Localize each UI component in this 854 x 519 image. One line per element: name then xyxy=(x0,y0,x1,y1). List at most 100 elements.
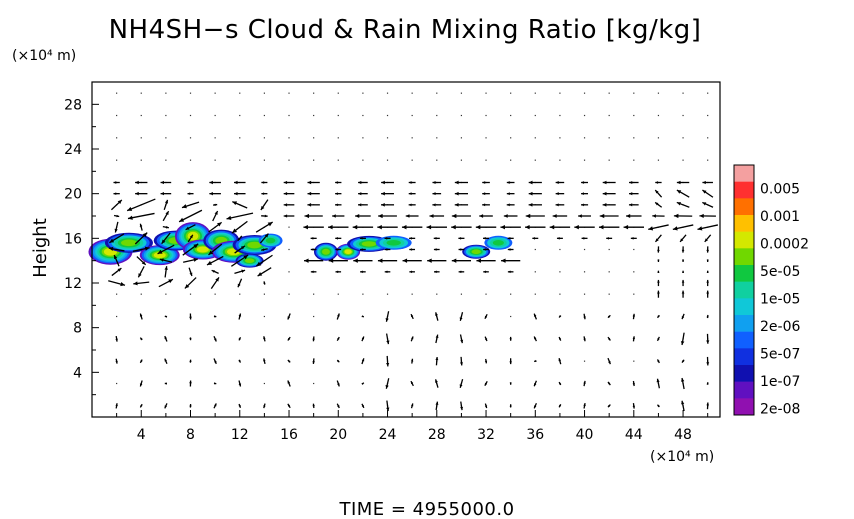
wind-arrowhead xyxy=(706,259,709,262)
wind-arrowhead xyxy=(657,279,660,283)
colorbar-label: 5e-05 xyxy=(760,264,800,280)
wind-arrowhead xyxy=(214,360,217,364)
grid-dot xyxy=(386,159,389,161)
wind-arrowhead xyxy=(209,180,213,185)
wind-arrowhead xyxy=(507,248,511,251)
wind-arrowhead xyxy=(164,315,168,318)
wind-arrowhead xyxy=(213,382,217,385)
colorbar-swatch xyxy=(734,381,754,399)
wind-arrowhead xyxy=(214,403,217,407)
wind-arrowhead xyxy=(706,290,710,294)
time-label: TIME = 4955000.0 xyxy=(338,499,514,519)
wind-arrowhead xyxy=(165,225,169,229)
wind-arrowhead xyxy=(509,382,512,385)
wind-arrowhead xyxy=(525,224,530,230)
grid-dot xyxy=(559,137,561,139)
grid-dot xyxy=(682,159,684,161)
grid-dot xyxy=(657,159,660,161)
cloud-cell xyxy=(247,241,262,249)
grid-dot xyxy=(583,271,586,273)
colorbar-swatch xyxy=(734,365,754,382)
colorbar-label: 5e-07 xyxy=(760,346,800,362)
wind-arrowhead xyxy=(408,192,412,196)
wind-arrowhead xyxy=(263,358,266,362)
wind-arrowhead xyxy=(159,258,164,262)
wind-arrowhead xyxy=(189,234,193,239)
grid-dot xyxy=(288,92,290,94)
wind-arrowhead xyxy=(209,191,213,196)
grid-dot xyxy=(189,114,192,117)
grid-dot xyxy=(288,271,290,273)
wind-arrowhead xyxy=(549,224,555,230)
wind-arrowhead xyxy=(303,224,308,230)
wind-arrowhead xyxy=(409,237,412,240)
grid-dot xyxy=(583,114,586,117)
wind-arrowhead xyxy=(241,269,246,273)
wind-arrowhead xyxy=(655,202,659,206)
x-tick-label: 20 xyxy=(329,427,347,443)
wind-arrowhead xyxy=(506,192,510,196)
grid-dot xyxy=(239,114,241,117)
grid-dot xyxy=(633,159,635,161)
grid-dot xyxy=(214,92,216,94)
wind-arrowhead xyxy=(500,224,505,230)
wind-arrowhead xyxy=(206,260,212,265)
wind-arrowhead xyxy=(164,266,168,270)
wind-arrowhead xyxy=(335,248,339,251)
wind-arrowhead xyxy=(484,315,488,319)
wind-arrowhead xyxy=(507,237,511,240)
wind-arrowhead xyxy=(332,214,336,218)
wind-arrowhead xyxy=(672,226,678,231)
wind-arrowhead xyxy=(263,281,266,284)
wind-arrowhead xyxy=(256,261,262,267)
grid-dot xyxy=(559,271,561,273)
grid-dot xyxy=(436,114,438,117)
grid-dot xyxy=(214,293,216,295)
wind-arrowhead xyxy=(381,191,385,196)
x-tick-label: 8 xyxy=(186,427,195,443)
wind-arrowhead xyxy=(361,336,365,340)
wind-arrowhead xyxy=(676,190,682,194)
wind-arrowhead xyxy=(385,385,389,389)
wind-arrowhead xyxy=(328,258,334,263)
wind-arrowhead xyxy=(263,405,266,409)
wind-arrowhead xyxy=(509,404,512,407)
wind-arrowhead xyxy=(583,338,586,342)
wind-arrowhead xyxy=(699,213,704,219)
wind-arrowhead xyxy=(680,341,685,345)
wind-arrowhead xyxy=(117,268,122,272)
grid-dot xyxy=(559,293,561,295)
wind-arrowhead xyxy=(657,270,660,273)
grid-dot xyxy=(386,293,389,295)
wind-arrowhead xyxy=(509,338,512,341)
wind-arrowhead xyxy=(629,180,633,185)
grid-dot xyxy=(559,92,561,94)
wind-arrowhead xyxy=(114,255,118,260)
wind-arrowhead xyxy=(164,336,167,340)
grid-dot xyxy=(707,159,709,161)
grid-dot xyxy=(411,159,413,161)
grid-dot xyxy=(608,137,610,139)
grid-dot xyxy=(239,293,241,295)
wind-arrowhead xyxy=(454,180,459,185)
wind-arrowhead xyxy=(307,180,312,185)
wind-arrowhead xyxy=(381,180,385,185)
wind-arrowhead xyxy=(140,360,143,363)
grid-dot xyxy=(337,137,339,139)
wind-arrowhead xyxy=(608,337,611,341)
colorbar-swatch xyxy=(734,315,754,332)
wind-arrowhead xyxy=(552,214,557,218)
wind-arrowhead xyxy=(310,270,314,274)
wind-arrowhead xyxy=(337,383,340,387)
grid-dot xyxy=(337,92,339,94)
grid-dot xyxy=(657,137,660,139)
grid-dot xyxy=(608,293,610,295)
grid-dot xyxy=(313,114,315,117)
wind-arrowhead xyxy=(187,192,191,195)
grid-dot xyxy=(239,92,241,94)
grid-dot xyxy=(608,271,610,273)
wind-arrowhead xyxy=(432,203,436,207)
x-tick-label: 12 xyxy=(231,427,249,443)
grid-dot xyxy=(140,159,142,161)
grid-dot xyxy=(534,114,536,117)
